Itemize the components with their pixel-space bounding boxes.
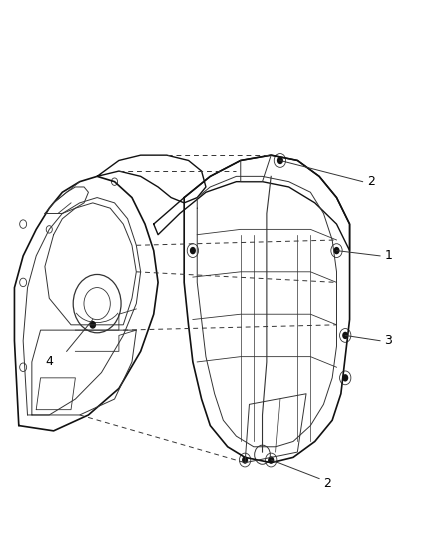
Circle shape xyxy=(190,247,196,254)
Circle shape xyxy=(242,456,248,464)
Circle shape xyxy=(333,247,339,254)
Circle shape xyxy=(277,157,283,164)
Circle shape xyxy=(268,456,274,464)
Text: 2: 2 xyxy=(323,478,331,490)
Circle shape xyxy=(342,332,348,339)
Text: 3: 3 xyxy=(385,334,392,347)
Circle shape xyxy=(90,321,95,328)
Circle shape xyxy=(342,374,348,382)
Text: 2: 2 xyxy=(367,175,375,188)
Text: 1: 1 xyxy=(385,249,392,262)
Text: 4: 4 xyxy=(45,356,53,368)
